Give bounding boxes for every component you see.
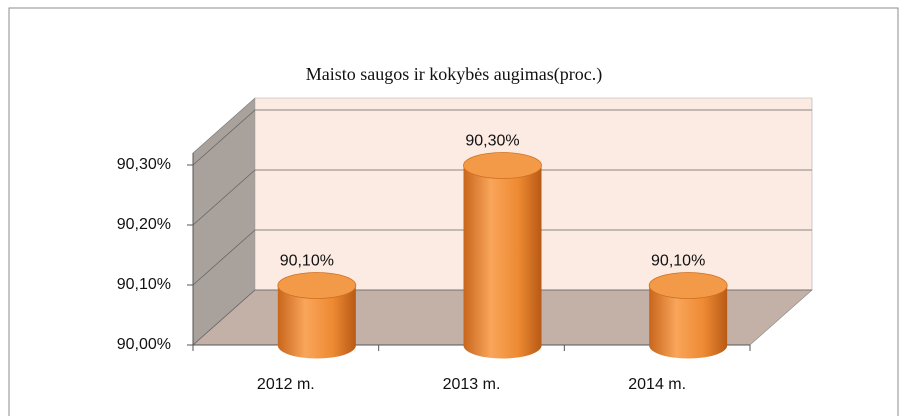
y-tick-label: 90,00% (117, 336, 171, 353)
y-tick-label: 90,10% (117, 276, 171, 293)
bar-top (648, 272, 728, 299)
y-tick-label: 90,20% (117, 216, 171, 233)
grid-line (192, 169, 812, 226)
x-tick-label: 2013 m. (443, 376, 501, 393)
x-tick-label: 2014 m. (628, 376, 686, 393)
value-label: 90,10% (280, 253, 334, 270)
value-label: 90,30% (465, 133, 519, 150)
grid-line (192, 289, 812, 346)
x-tick-label: 2012 m. (257, 376, 315, 393)
chart-title: Maisto saugos ir kokybės augimas(proc.) (306, 64, 602, 85)
bar (463, 165, 542, 359)
value-label: 90,10% (651, 253, 705, 270)
y-tick-label: 90,30% (117, 156, 171, 173)
bar (277, 285, 356, 359)
bar-top (463, 152, 542, 179)
grid-line (192, 109, 812, 166)
bar (649, 285, 728, 359)
bar-top (277, 272, 357, 299)
grid-line (192, 229, 812, 286)
